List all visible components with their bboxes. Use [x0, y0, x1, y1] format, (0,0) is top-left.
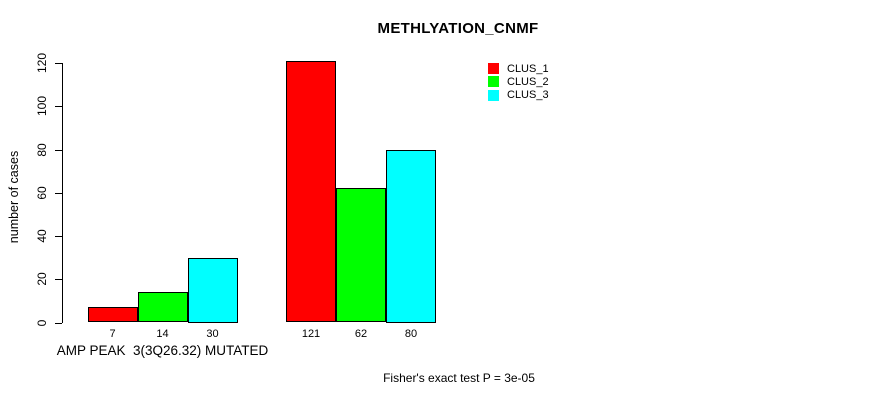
y-tick-label: 120	[35, 52, 49, 74]
legend-label: CLUS_3	[507, 89, 549, 102]
chart-title: METHLYATION_CNMF	[377, 20, 539, 37]
legend-item-clus_3: CLUS_3	[488, 89, 549, 102]
y-tick-label: 40	[35, 229, 49, 243]
x-group-label: AMP PEAK 3(3Q26.32) MUTATED	[56, 343, 269, 358]
bar-value-label: 30	[206, 327, 219, 340]
legend-label: CLUS_2	[507, 75, 549, 88]
bar-clus_2-group1	[137, 292, 188, 323]
bar-clus_1-group1	[87, 307, 138, 323]
y-tick-label: 100	[35, 96, 49, 117]
bar-clus_3-group1	[187, 257, 238, 323]
y-tick-label: 60	[35, 186, 49, 200]
y-axis-tick	[55, 192, 62, 194]
legend-label: CLUS_1	[507, 62, 549, 75]
y-axis-tick	[55, 236, 62, 237]
bar-value-label: 7	[109, 327, 116, 340]
bar-value-label: 121	[301, 327, 321, 340]
legend: CLUS_1 CLUS_2 CLUS_3	[488, 63, 549, 103]
bar-value-label: 62	[354, 327, 368, 340]
legend-swatch-icon	[488, 76, 499, 88]
y-axis-label: number of cases	[7, 150, 21, 244]
legend-item-clus_2: CLUS_2	[488, 75, 549, 88]
bar-clus_3-group2	[386, 149, 436, 323]
y-axis-tick	[55, 63, 62, 64]
y-tick-label: 0	[35, 319, 49, 326]
y-tick-label: 80	[35, 142, 49, 157]
y-axis-tick	[55, 322, 62, 324]
y-axis-tick	[55, 149, 62, 151]
y-axis-tick	[55, 106, 62, 108]
bar-clus_2-group2	[336, 188, 386, 323]
y-axis-tick	[55, 279, 62, 281]
bar-clus_1-group2	[286, 60, 336, 323]
y-axis-line	[62, 63, 63, 323]
legend-swatch-icon	[488, 63, 499, 74]
bar-value-label: 80	[404, 327, 418, 340]
y-tick-label: 20	[35, 272, 49, 286]
legend-item-clus_1: CLUS_1	[488, 62, 549, 75]
legend-swatch-icon	[488, 89, 499, 101]
bar-value-label: 14	[156, 327, 169, 340]
footnote-pvalue: Fisher's exact test P = 3e-05	[383, 371, 535, 385]
